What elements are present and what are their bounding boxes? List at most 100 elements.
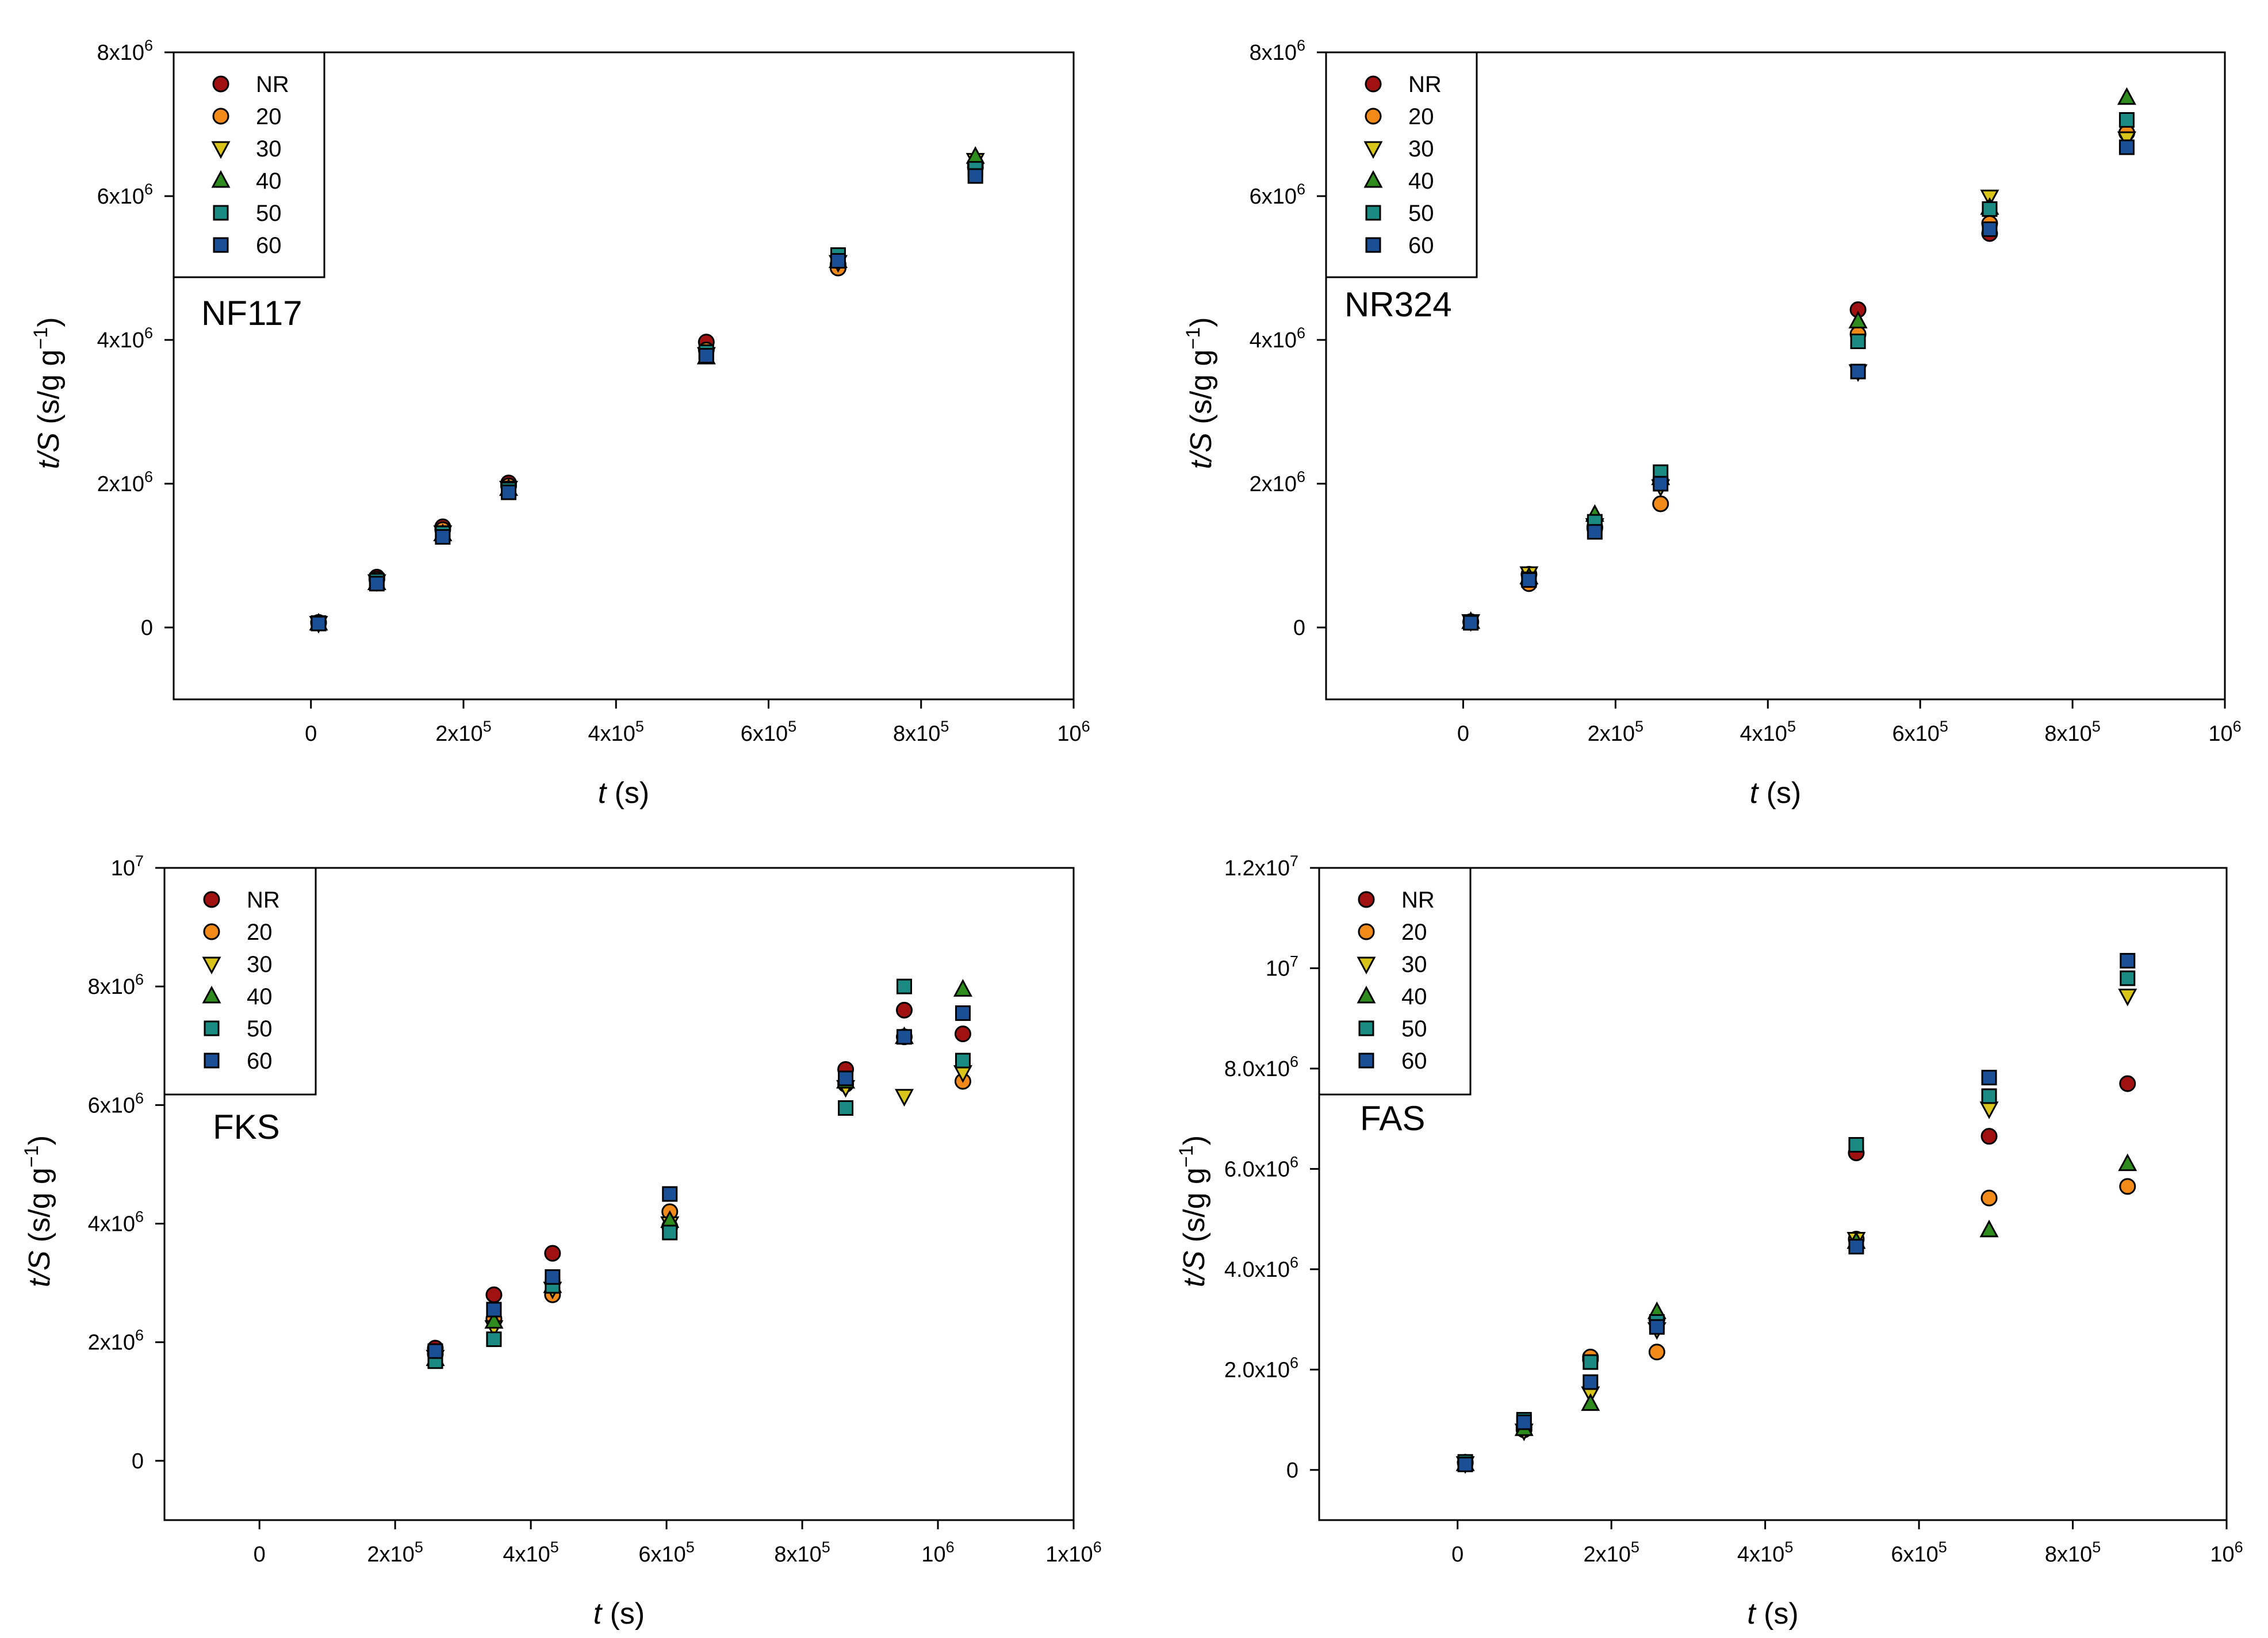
plot-frame	[173, 51, 1075, 701]
legend-marker-30	[1357, 956, 1376, 975]
data-point-60	[1653, 476, 1669, 492]
y-tick-label: 0	[132, 1449, 144, 1474]
data-point-30	[894, 1089, 914, 1107]
x-axis-label: t (s)	[1747, 1597, 1799, 1631]
data-point-60	[2118, 139, 2135, 155]
data-point-60	[369, 576, 385, 592]
data-point-nr	[544, 1245, 561, 1262]
legend-frame	[1325, 51, 1478, 278]
legend-label-50: 50	[247, 1016, 273, 1042]
y-tick-label: 4x106	[88, 1208, 144, 1237]
legend-frame	[173, 51, 325, 278]
y-tick-label: 0	[141, 616, 153, 640]
data-point-60	[1848, 1239, 1864, 1255]
x-tick-label: 106	[2210, 1539, 2243, 1567]
y-tick-label: 6.0x106	[1224, 1153, 1298, 1181]
data-point-40	[2118, 1153, 2137, 1172]
y-tick-label: 4x106	[1250, 324, 1305, 353]
x-tick-label: 2x105	[1588, 718, 1643, 746]
y-axis-label: t/S (s/g g−1)	[21, 1135, 56, 1287]
x-tick-label: 1x106	[1045, 1539, 1101, 1567]
chart-panel-fas: 0 2x105 4x105 6x105 8x105 106 0 2.0x106 4.0x106 6…	[1175, 852, 2243, 1631]
data-point-50	[1981, 1088, 1997, 1104]
legend-label-nr: NR	[1401, 887, 1435, 913]
x-tick-label: 106	[1057, 718, 1090, 746]
legend-marker-40	[211, 170, 231, 188]
data-point-50	[662, 1224, 678, 1241]
x-tick-label: 4x105	[1740, 718, 1796, 746]
data-point-60	[311, 615, 327, 632]
x-tick-label: 6x105	[1892, 718, 1948, 746]
y-axis-label: t/S (s/g g−1)	[1182, 317, 1218, 469]
legend-marker-50	[1358, 1020, 1374, 1036]
legend-label-40: 40	[1401, 984, 1427, 1009]
data-point-50	[486, 1331, 502, 1348]
data-point-nr	[954, 1025, 971, 1043]
legend-marker-20	[1365, 108, 1382, 125]
data-point-60	[1850, 363, 1866, 380]
data-point-60	[662, 1186, 678, 1202]
data-point-50	[1850, 334, 1866, 349]
y-tick-label: 2.0x106	[1224, 1354, 1298, 1382]
legend-marker-20	[212, 108, 229, 125]
legend-label-60: 60	[247, 1048, 273, 1074]
data-point-50	[955, 1053, 971, 1069]
data-point-60	[427, 1343, 443, 1359]
data-point-30	[1979, 1101, 1999, 1119]
data-point-60	[830, 253, 846, 269]
chart-panel-fks: 0 2x105 4x105 6x105 8x105 106 1x106 0 2x106 4x106…	[21, 852, 1102, 1631]
y-tick-label: 2x106	[1250, 468, 1305, 496]
legend-label-60: 60	[256, 233, 282, 258]
data-point-40	[1979, 1219, 1999, 1238]
legend-label-nr: NR	[247, 887, 280, 913]
x-tick-label: 4x105	[1737, 1539, 1793, 1567]
legend-marker-30	[211, 141, 231, 159]
y-tick-label: 6x106	[97, 181, 153, 209]
legend-marker-nr	[1365, 75, 1382, 93]
x-tick-label: 0	[254, 1543, 266, 1567]
data-point-nr	[485, 1286, 503, 1303]
legend-marker-50	[1365, 205, 1381, 221]
y-tick-label: 0	[1293, 616, 1305, 640]
x-tick-label: 106	[921, 1539, 954, 1567]
data-point-60	[1457, 1456, 1473, 1472]
panel-title: NR324	[1344, 285, 1452, 324]
data-point-50	[1982, 201, 1998, 217]
legend-marker-nr	[212, 75, 229, 93]
x-tick-label: 2x105	[435, 718, 491, 746]
data-point-60	[1583, 1374, 1599, 1390]
data-point-20	[1648, 1344, 1665, 1361]
legend-label-nr: NR	[256, 72, 289, 97]
y-tick-label: 2x106	[88, 1327, 144, 1355]
data-point-50	[2120, 970, 2136, 986]
x-axis-label: t (s)	[598, 776, 650, 810]
data-point-50	[897, 978, 913, 994]
legend-marker-40	[1357, 985, 1376, 1004]
legend-label-60: 60	[1401, 1048, 1427, 1074]
legend-marker-60	[1358, 1053, 1374, 1069]
data-point-60	[2120, 952, 2136, 969]
legend-label-30: 30	[256, 136, 282, 162]
x-tick-label: 0	[305, 722, 317, 746]
x-tick-label: 6x105	[638, 1539, 694, 1567]
legend-marker-30	[1363, 141, 1383, 159]
data-point-60	[838, 1070, 854, 1086]
legend-label-30: 30	[1401, 952, 1427, 977]
data-point-60	[698, 348, 714, 363]
plot-frame	[163, 867, 1075, 1521]
x-tick-label: 8x105	[2044, 718, 2100, 746]
data-point-50	[838, 1100, 854, 1116]
data-point-60	[1981, 1070, 1997, 1086]
legend: NR 20 30 40 50 60	[1318, 867, 1472, 1096]
data-point-60	[545, 1269, 561, 1285]
legend-label-20: 20	[1408, 104, 1434, 129]
legend-marker-60	[204, 1053, 220, 1069]
data-point-60	[1649, 1319, 1665, 1335]
chart-panel-nf117: 0 2x105 4x105 6x105 8x105 106 0 2x106 4x106 6x106…	[30, 37, 1090, 810]
data-point-40	[484, 1311, 504, 1329]
y-tick-label: 8x106	[97, 37, 153, 65]
legend-marker-nr	[203, 891, 220, 908]
legend-label-60: 60	[1408, 233, 1434, 258]
legend-marker-50	[213, 205, 229, 221]
x-tick-label: 0	[1457, 722, 1469, 746]
